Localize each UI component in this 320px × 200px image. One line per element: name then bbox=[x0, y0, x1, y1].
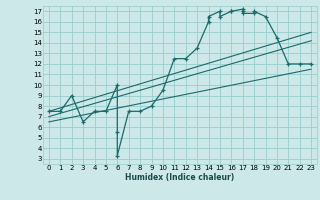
X-axis label: Humidex (Indice chaleur): Humidex (Indice chaleur) bbox=[125, 173, 235, 182]
